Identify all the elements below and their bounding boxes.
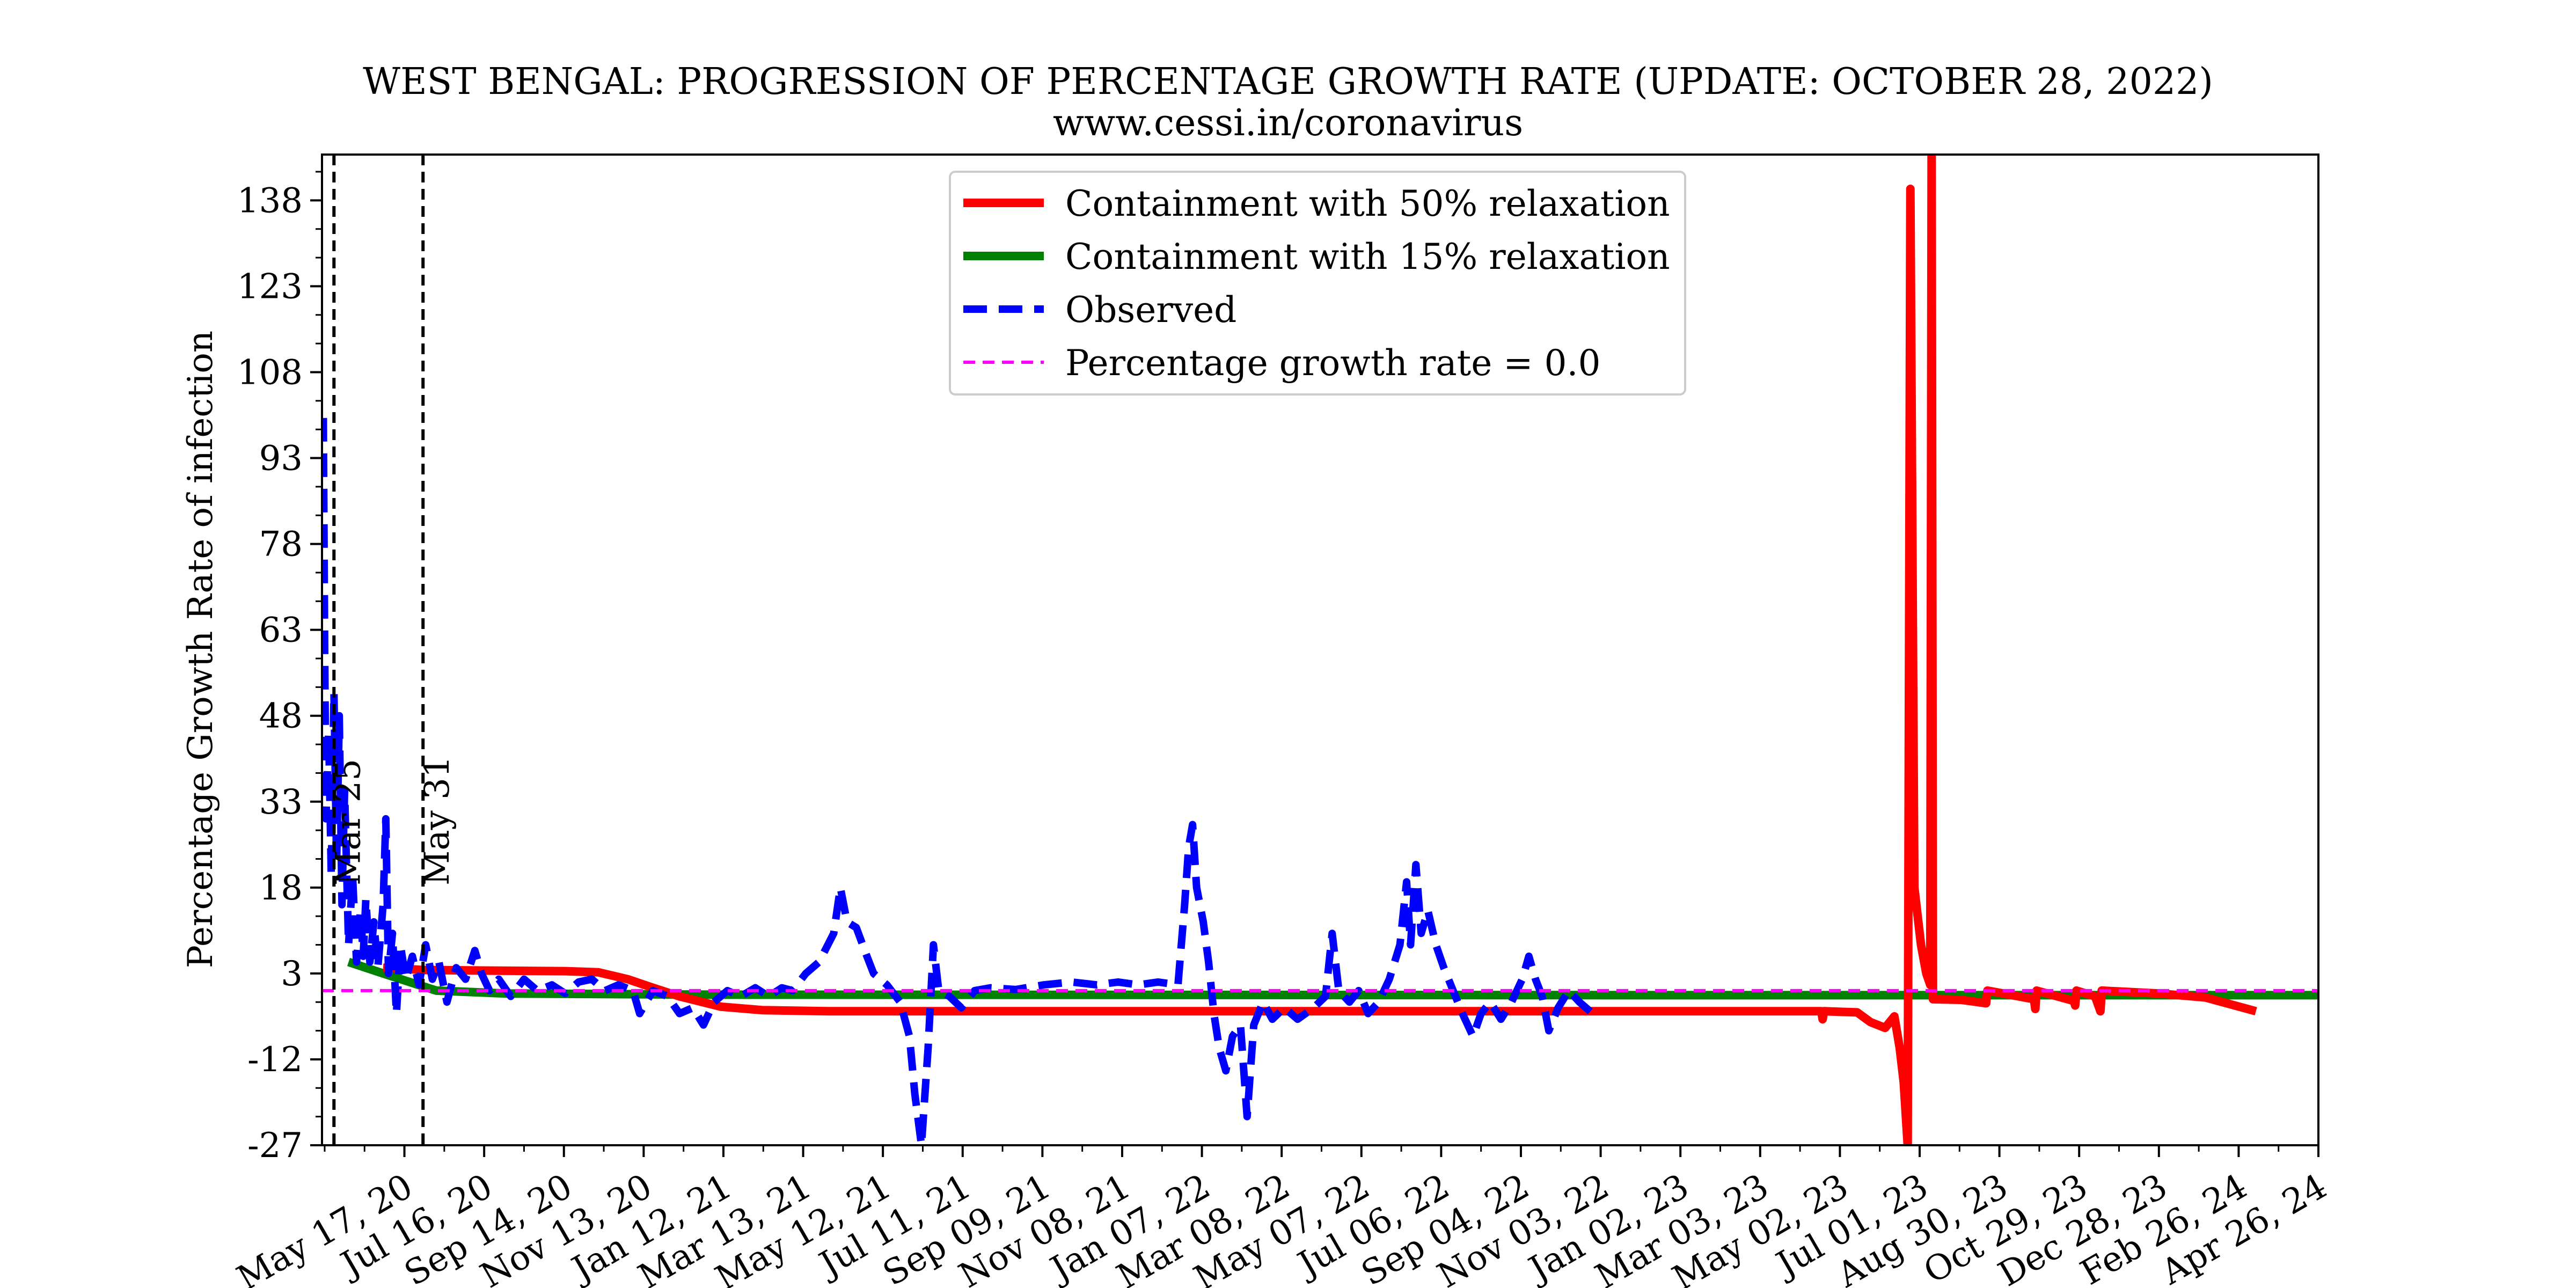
legend-label-containment-with-15-relaxation: Containment with 15% relaxation: [1065, 236, 1670, 277]
y-tick-label: 123: [237, 267, 303, 306]
series-line-observed: [322, 418, 1596, 1145]
y-tick-label: 63: [259, 611, 303, 650]
chart-subtitle: www.cessi.in/coronavirus: [1053, 102, 1523, 144]
y-tick-label: -12: [247, 1040, 303, 1080]
y-tick-label: 78: [259, 525, 303, 565]
legend-box: [949, 171, 1686, 396]
legend-label-observed: Observed: [1065, 289, 1236, 331]
y-tick-label: 138: [237, 181, 303, 221]
vline-label-may-31: May 31: [418, 756, 457, 885]
vline-label-mar-25: Mar 25: [328, 759, 368, 885]
y-tick-label: 93: [259, 439, 303, 479]
legend-label-percentage-growth-rate-0-0: Percentage growth rate = 0.0: [1065, 342, 1600, 384]
plot-frame: [321, 153, 2319, 1146]
y-tick-label: 33: [259, 782, 303, 822]
legend-label-containment-with-50-relaxation: Containment with 50% relaxation: [1065, 183, 1670, 224]
y-tick-label: 48: [259, 697, 303, 736]
legend: Containment with 50% relaxation Containme…: [949, 171, 1686, 396]
reference-vlines: Mar 25 May 31: [328, 155, 457, 1145]
y-tick-label: -27: [247, 1126, 303, 1166]
plot-lines: [322, 155, 2318, 1145]
y-tick-label: 108: [237, 353, 303, 392]
y-axis-label: Percentage Growth Rate of infection: [181, 331, 221, 968]
y-tick-label: 18: [259, 868, 303, 908]
y-axis: -27 -12 3 18 33 48 63 78 93 108 123 138: [237, 171, 322, 1166]
chart-title: WEST BENGAL: PROGRESSION OF PERCENTAGE G…: [363, 61, 2213, 103]
y-tick-label: 3: [281, 954, 303, 994]
series-line-containment-with-50-relaxation: [383, 155, 2257, 1145]
